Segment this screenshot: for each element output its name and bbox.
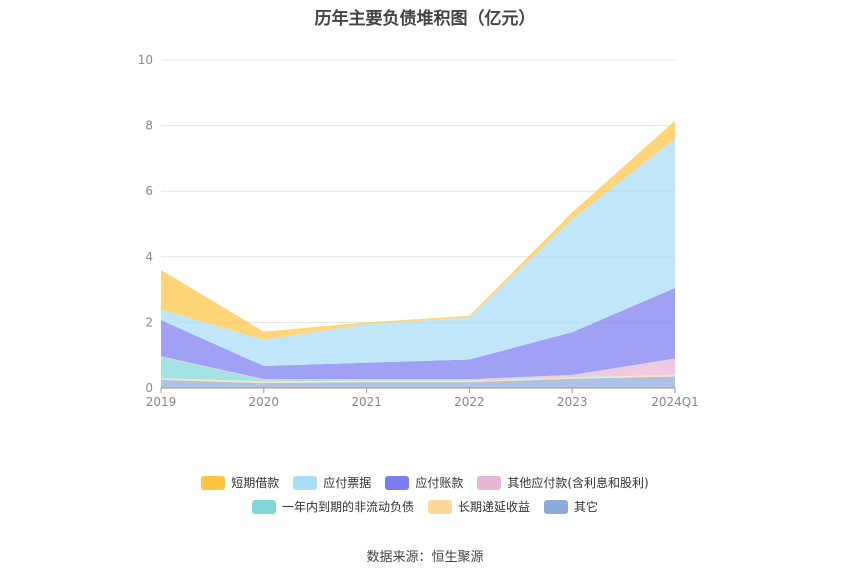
y-tick-label: 10	[138, 53, 153, 67]
legend-swatch	[251, 499, 276, 514]
legend-swatch	[477, 475, 502, 490]
source-note: 数据来源：恒生聚源	[366, 550, 484, 565]
legend-row-2: 一年内到期的非流动负债 长期递延收益 其它	[0, 498, 850, 515]
area-series-5	[161, 138, 675, 366]
y-axis-ticks: 0 2 4 6 8 10	[138, 53, 153, 395]
chart-title: 历年主要负债堆积图（亿元）	[314, 9, 536, 29]
legend-item[interactable]: 短期借款	[201, 474, 279, 491]
legend-swatch	[544, 499, 568, 514]
legend-label: 长期递延收益	[457, 500, 530, 514]
area-series-4	[161, 288, 675, 380]
legend-label: 短期借款	[231, 476, 280, 490]
y-tick-label: 6	[145, 184, 153, 198]
legend-label: 其他应付款(含利息和股利)	[507, 476, 649, 490]
x-axis-ticks: 2019 2020 2021 2022 2023 2024Q1	[146, 388, 699, 409]
area-series-2	[161, 356, 675, 382]
area-series-1	[161, 374, 675, 384]
x-tick-label: 2019	[146, 395, 177, 409]
legend-item[interactable]: 应付票据	[293, 474, 371, 491]
stacked-areas	[161, 120, 675, 388]
x-tick-label: 2020	[249, 395, 280, 409]
legend-item[interactable]: 应付账款	[385, 474, 463, 491]
legend-item[interactable]: 其它	[544, 498, 598, 515]
legend-item[interactable]: 其他应付款(含利息和股利)	[477, 474, 649, 491]
legend-item[interactable]: 一年内到期的非流动负债	[251, 498, 414, 515]
legend-label: 一年内到期的非流动负债	[281, 500, 414, 514]
y-tick-label: 4	[145, 250, 153, 264]
legend-swatch	[427, 499, 452, 514]
area-series-0	[161, 376, 675, 388]
y-tick-label: 0	[145, 381, 153, 395]
area-series-6	[161, 120, 675, 340]
x-tick-label: 2023	[557, 395, 588, 409]
legend-swatch	[385, 475, 410, 490]
legend-item[interactable]: 长期递延收益	[427, 498, 530, 515]
x-tick-label: 2022	[454, 395, 485, 409]
y-tick-label: 2	[145, 315, 153, 329]
legend-label: 其它	[574, 500, 599, 514]
legend-label: 应付票据	[323, 476, 372, 490]
legend-row-1: 短期借款 应付票据 应付账款 其他应付款(含利息和股利)	[0, 474, 850, 491]
legend-swatch	[293, 475, 318, 490]
legend-label: 应付账款	[415, 476, 464, 490]
legend-swatch	[201, 475, 226, 490]
y-tick-label: 8	[145, 119, 153, 133]
x-tick-label: 2024Q1	[651, 395, 699, 409]
x-tick-label: 2021	[351, 395, 382, 409]
